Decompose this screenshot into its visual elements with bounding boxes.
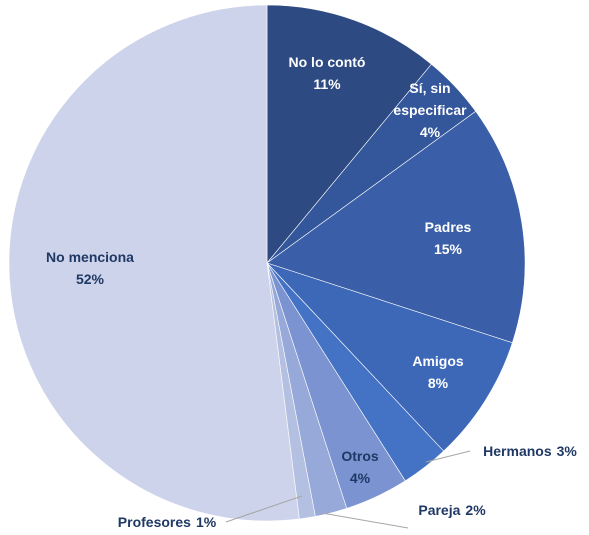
data-label: No menciona 52% <box>20 246 160 290</box>
pie-slice <box>266 4 432 264</box>
pie-slice <box>8 4 300 522</box>
value-label: 4% <box>349 470 371 486</box>
category-label: No lo contó <box>288 54 366 70</box>
category-label: Padres <box>424 219 472 235</box>
value-label: 8% <box>427 375 449 391</box>
value-label: 15% <box>433 241 463 257</box>
data-label: Pareja 2% <box>418 499 485 521</box>
data-label: Hermanos 3% <box>483 440 577 462</box>
data-label: Otros 4% <box>320 445 400 489</box>
data-label: Amigos 8% <box>383 350 493 394</box>
leader-line <box>425 450 471 463</box>
data-label: Padres 15% <box>393 216 503 260</box>
pie-slice <box>266 262 513 452</box>
data-label: No lo contó 11% <box>267 51 387 95</box>
category-label: Pareja <box>418 502 461 518</box>
leader-line <box>321 512 409 529</box>
category-label: Profesores <box>117 514 191 530</box>
value-label: 11% <box>313 76 341 92</box>
data-label: Profesores 1% <box>118 511 216 533</box>
data-label: Sí, sin especificar 4% <box>380 77 480 143</box>
category-label: Amigos <box>412 353 464 369</box>
value-label: 4% <box>419 124 441 140</box>
value-label: 1% <box>195 514 217 530</box>
value-label: 52% <box>75 271 105 287</box>
category-label: Hermanos <box>483 443 552 459</box>
category-label: Otros <box>341 448 379 464</box>
category-label: Sí, sin especificar <box>393 80 467 118</box>
value-label: 3% <box>556 443 577 459</box>
category-label: No menciona <box>46 249 134 265</box>
pie-slice <box>266 110 526 344</box>
leader-line <box>225 495 303 523</box>
value-label: 2% <box>465 502 486 518</box>
